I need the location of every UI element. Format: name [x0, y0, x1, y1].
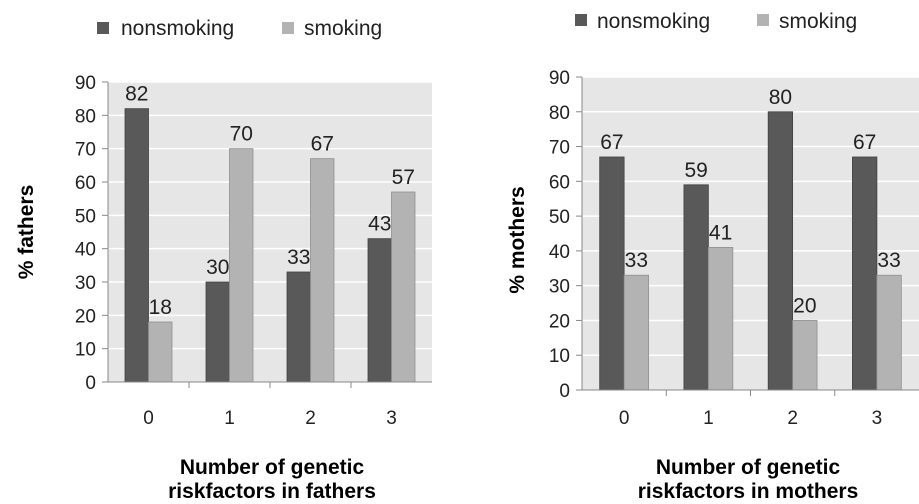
y-tick-label: 70 — [75, 140, 96, 161]
y-axis-label: % fathers — [15, 185, 38, 280]
bar-nonsmoking — [767, 111, 794, 391]
x-tick-label: 2 — [787, 408, 798, 429]
y-tick-label: 0 — [559, 381, 570, 402]
x-tick-label: 3 — [872, 408, 883, 429]
x-axis-label-line-1: Number of genetic — [180, 456, 365, 479]
data-label-nonsmoking: 67 — [853, 131, 876, 154]
y-tick-labels: 0 10 20 30 40 50 60 70 80 90 — [75, 73, 96, 394]
bar-nonsmoking — [852, 156, 878, 391]
y-tick-label: 20 — [75, 306, 96, 327]
legend: nonsmoking smoking — [575, 10, 857, 33]
y-tick-label: 70 — [549, 138, 570, 159]
legend-swatch-smoking — [757, 14, 769, 26]
x-tick-label: 0 — [143, 408, 154, 429]
data-labels: 67 33 59 41 80 20 67 33 — [600, 86, 901, 318]
bars — [599, 111, 902, 391]
data-label-smoking: 33 — [625, 249, 648, 272]
x-tick-label: 2 — [305, 408, 316, 429]
y-tick-label: 60 — [75, 173, 96, 194]
y-tick-labels: 0 10 20 30 40 50 60 70 80 90 — [549, 68, 570, 402]
data-label-nonsmoking: 33 — [287, 246, 310, 269]
bar-smoking — [623, 274, 649, 391]
bar-smoking — [707, 247, 734, 391]
x-tick-label: 1 — [703, 408, 714, 429]
y-tick-label: 60 — [549, 172, 570, 193]
y-tick-label: 80 — [75, 106, 96, 127]
data-label-nonsmoking: 80 — [769, 86, 792, 109]
bar-nonsmoking — [599, 156, 625, 391]
legend-label-smoking: smoking — [779, 10, 857, 33]
x-tick-label: 1 — [224, 408, 235, 429]
y-tick-label: 90 — [549, 68, 570, 89]
bars — [124, 108, 416, 383]
legend-label-smoking: smoking — [304, 17, 382, 40]
x-tick-label: 0 — [619, 408, 630, 429]
legend-label-nonsmoking: nonsmoking — [121, 17, 234, 40]
y-tick-label: 10 — [75, 340, 96, 361]
data-label-smoking: 70 — [230, 123, 253, 146]
bar-nonsmoking — [205, 281, 230, 383]
y-tick-label: 20 — [549, 311, 570, 332]
legend: nonsmoking smoking — [97, 17, 382, 40]
legend-swatch-smoking — [282, 22, 294, 34]
data-label-smoking: 33 — [877, 249, 900, 272]
data-label-nonsmoking: 82 — [125, 83, 148, 106]
legend-label-nonsmoking: nonsmoking — [597, 10, 710, 33]
y-tick-label: 80 — [549, 103, 570, 124]
bar-nonsmoking — [286, 271, 311, 383]
y-tick-label: 40 — [549, 242, 570, 263]
y-tick-label: 50 — [549, 207, 570, 228]
axes — [102, 81, 432, 388]
legend-swatch-nonsmoking — [575, 14, 587, 26]
y-tick-label: 40 — [75, 240, 96, 261]
data-label-nonsmoking: 59 — [684, 159, 707, 182]
axes — [576, 76, 919, 396]
x-tick-label: 3 — [386, 408, 397, 429]
bar-smoking — [391, 191, 416, 383]
y-tick-label: 50 — [75, 206, 96, 227]
data-labels: 82 18 30 70 33 67 43 57 — [125, 83, 415, 319]
x-tick-labels: 0 1 2 3 — [143, 408, 397, 429]
x-tick-labels: 0 1 2 3 — [619, 408, 882, 429]
legend-swatch-nonsmoking — [97, 22, 109, 34]
bar-nonsmoking — [367, 238, 392, 383]
data-label-smoking: 67 — [311, 133, 334, 156]
bar-smoking — [148, 321, 173, 383]
y-tick-label: 0 — [85, 373, 96, 394]
bar-nonsmoking — [124, 108, 149, 383]
data-label-smoking: 18 — [149, 296, 172, 319]
bar-nonsmoking — [683, 184, 709, 391]
data-label-nonsmoking: 30 — [206, 256, 229, 279]
y-tick-label: 30 — [549, 277, 570, 298]
x-axis-label-line-2: riskfactors in mothers — [638, 480, 859, 503]
data-label-smoking: 57 — [392, 166, 415, 189]
x-axis-label-line-1: Number of genetic — [656, 456, 841, 479]
data-label-nonsmoking: 67 — [600, 131, 623, 154]
data-label-nonsmoking: 43 — [368, 213, 391, 236]
data-label-smoking: 20 — [793, 294, 816, 317]
bar-smoking — [792, 320, 818, 391]
data-label-smoking: 41 — [709, 221, 732, 244]
bar-smoking — [310, 158, 335, 383]
y-axis-label: % mothers — [506, 186, 529, 293]
bar-smoking — [876, 274, 902, 391]
x-axis-label-line-2: riskfactors in fathers — [168, 480, 376, 503]
y-tick-label: 90 — [75, 73, 96, 94]
y-tick-label: 30 — [75, 273, 96, 294]
bar-smoking — [229, 148, 254, 383]
y-tick-label: 10 — [549, 346, 570, 367]
